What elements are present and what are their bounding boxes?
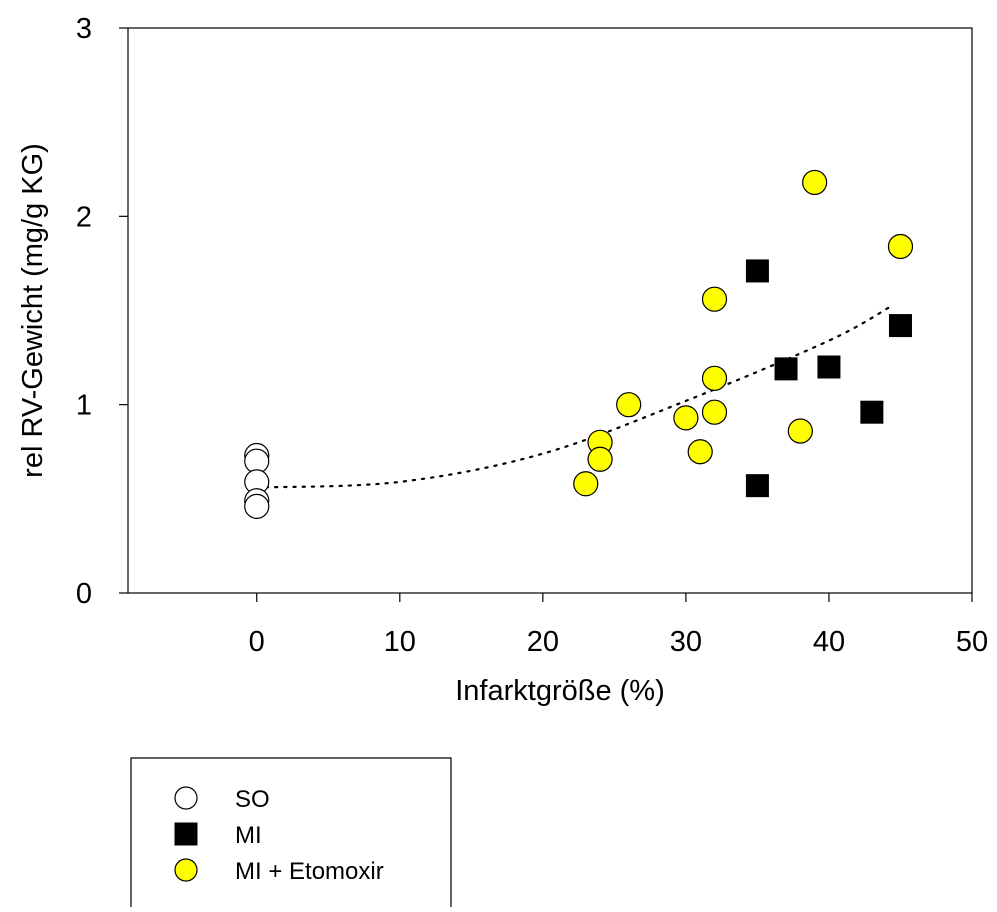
data-point-mi-etomoxir [587,446,613,472]
y-tick-label: 3 [76,13,92,45]
data-point-mi [745,259,769,283]
data-point-mi-etomoxir [687,439,713,465]
legend-marker-mi [174,822,198,846]
legend-label: SO [235,786,270,813]
y-axis-label: rel RV-Gewicht (mg/g KG) [17,143,49,478]
x-tick-label: 0 [249,626,265,658]
x-axis-label: Infarktgröße (%) [455,675,665,707]
data-point-mi [888,314,912,338]
legend-marker-mi-etomoxir [174,858,198,882]
data-point-mi-etomoxir [673,405,699,431]
data-point-mi [817,355,841,379]
data-point-mi [745,474,769,498]
x-tick-label: 40 [813,626,845,658]
data-point-mi-etomoxir [787,418,813,444]
x-tick-label: 20 [527,626,559,658]
x-tick-label: 30 [670,626,702,658]
x-tick-label: 10 [384,626,416,658]
data-point-mi-etomoxir [616,392,642,418]
legend-box [130,757,452,907]
y-tick-label: 2 [76,201,92,233]
data-point-mi-etomoxir [701,286,728,312]
legend-label: MI [235,822,262,849]
data-point-mi-etomoxir [701,365,728,391]
plot-frame [127,27,973,594]
data-point-mi-etomoxir [701,399,728,425]
data-point-mi [774,357,798,381]
data-point-mi-etomoxir [887,233,914,260]
y-tick-label: 0 [76,578,92,610]
data-point-mi-etomoxir [573,471,599,497]
data-point-mi [860,400,884,424]
y-tick-label: 1 [76,390,92,422]
x-tick-label: 50 [956,626,988,658]
trendline [255,303,895,489]
legend-label: MI + Etomoxir [235,858,384,885]
data-point-mi-etomoxir [802,169,828,196]
legend-marker-so [174,786,198,810]
data-point-so [244,493,270,519]
